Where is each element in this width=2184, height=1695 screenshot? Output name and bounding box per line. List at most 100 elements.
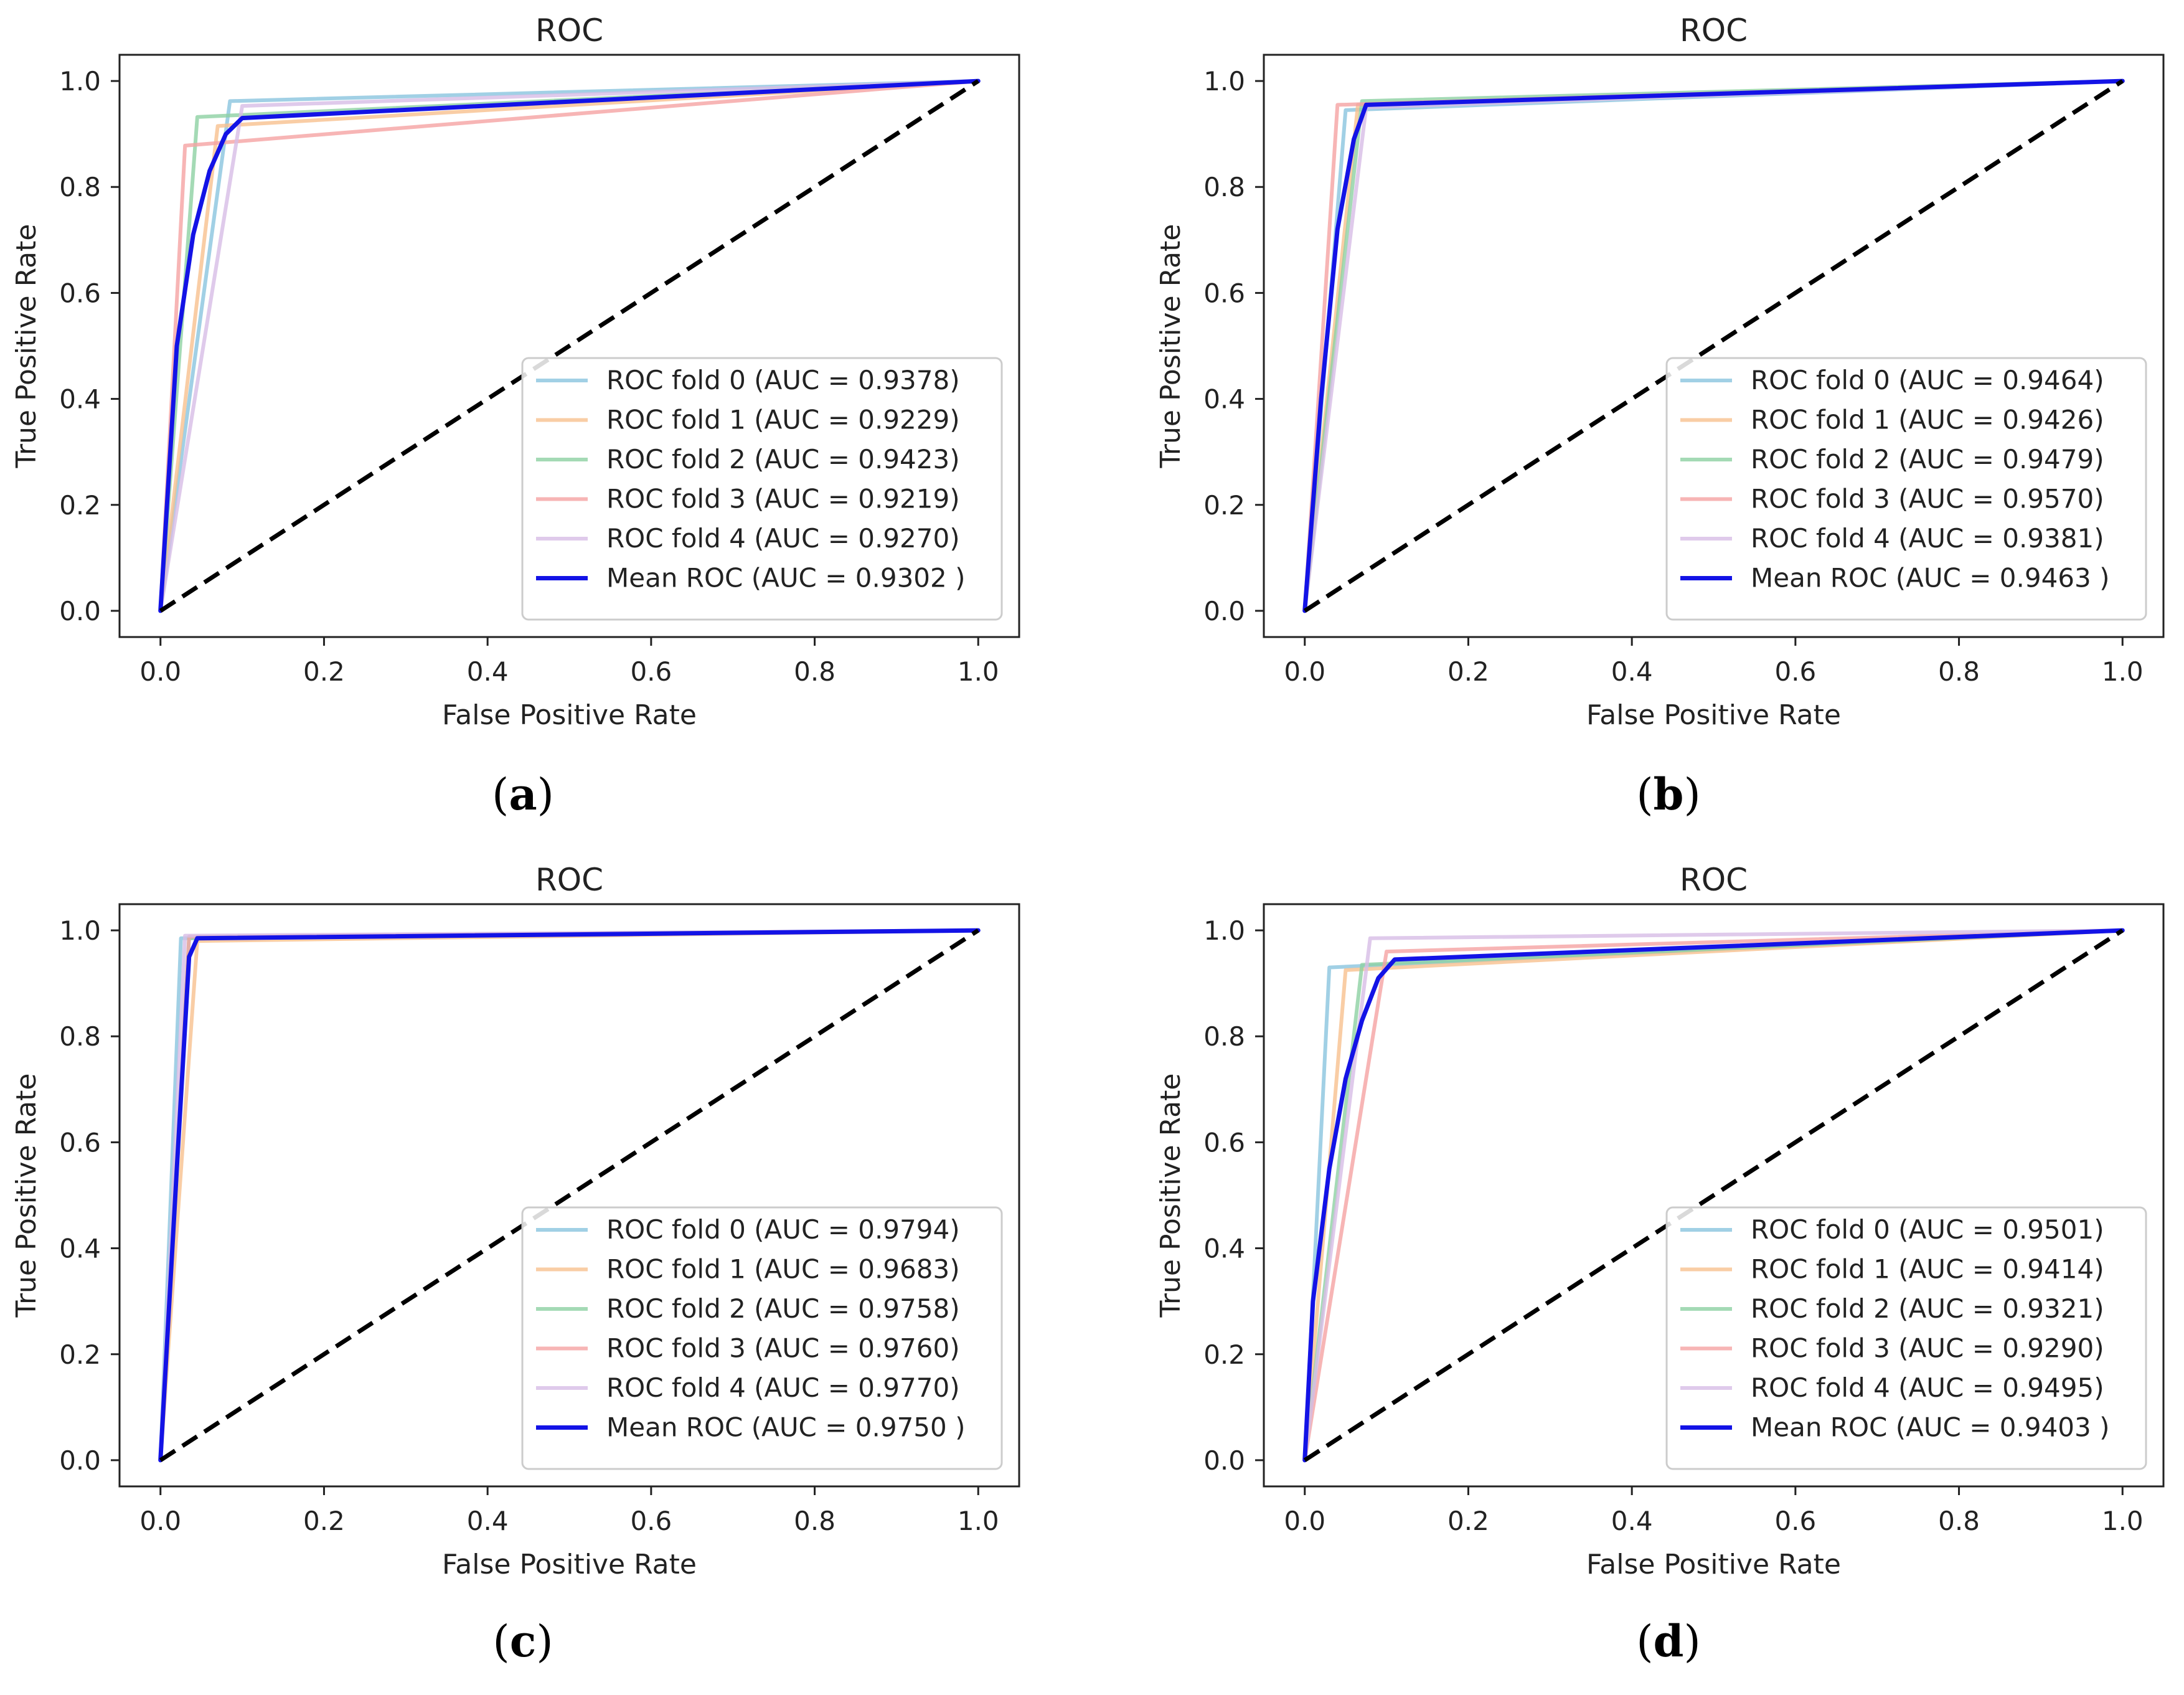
x-tick-label: 0.4 bbox=[467, 1506, 509, 1536]
chart-title: ROC bbox=[535, 12, 603, 49]
legend-entry-label: ROC fold 4 (AUC = 0.9270) bbox=[606, 523, 960, 554]
mean-roc-line bbox=[158, 78, 981, 613]
y-tick-label: 0.4 bbox=[59, 1234, 101, 1264]
roc-panel-b: ROC 0.0 0.2 0.4 0.6 0.8 1.0 0.0 0.2 0.4 0.6 0.8 1.0 F… bbox=[1155, 12, 2165, 820]
roc-fold-line-1 bbox=[158, 79, 981, 613]
y-tick-label: 0.2 bbox=[1203, 490, 1245, 521]
x-axis-label: False Positive Rate bbox=[1586, 699, 1841, 731]
legend-entry-label: ROC fold 1 (AUC = 0.9414) bbox=[1751, 1254, 2104, 1285]
legend-entry-label: Mean ROC (AUC = 0.9302 ) bbox=[606, 563, 965, 593]
legend-entry-label: ROC fold 3 (AUC = 0.9219) bbox=[606, 484, 960, 514]
chance-diagonal-line bbox=[159, 928, 980, 1462]
axes-frame bbox=[1263, 903, 2165, 1488]
x-tick-label: 0.2 bbox=[1447, 656, 1489, 687]
legend-entry-label: Mean ROC (AUC = 0.9750 ) bbox=[606, 1412, 965, 1443]
y-tick-label: 0.0 bbox=[59, 596, 101, 626]
legend: ROC fold 0 (AUC = 0.9378) ROC fold 1 (AUC… bbox=[521, 357, 1003, 621]
y-tick-label: 1.0 bbox=[59, 66, 101, 97]
y-tick-label: 1.0 bbox=[59, 915, 101, 946]
y-tick-label: 0.6 bbox=[59, 278, 101, 308]
chance-diagonal-line bbox=[1303, 79, 2124, 613]
y-tick-label: 0.2 bbox=[59, 1339, 101, 1370]
mean-roc-line bbox=[1302, 78, 2125, 613]
x-tick-label: 1.0 bbox=[2102, 1506, 2144, 1536]
y-tick-label: 0.0 bbox=[59, 1445, 101, 1476]
y-tick-label: 0.0 bbox=[1203, 1445, 1245, 1476]
mean-roc-line bbox=[158, 928, 981, 1463]
legend-entry-label: ROC fold 0 (AUC = 0.9501) bbox=[1751, 1214, 2104, 1245]
y-axis-label: True Positive Rate bbox=[1155, 1074, 1187, 1318]
y-tick-label: 0.8 bbox=[59, 1021, 101, 1052]
y-axis-label: True Positive Rate bbox=[11, 1074, 42, 1318]
roc-panel-d: ROC 0.0 0.2 0.4 0.6 0.8 1.0 0.0 0.2 0.4 0.6 0.8 1.0 F… bbox=[1155, 862, 2165, 1667]
x-tick-label: 0.6 bbox=[1774, 656, 1816, 687]
legend-entry-label: ROC fold 0 (AUC = 0.9464) bbox=[1751, 365, 2104, 395]
legend-entry-label: ROC fold 4 (AUC = 0.9381) bbox=[1751, 523, 2104, 554]
legend: ROC fold 0 (AUC = 0.9464) ROC fold 1 (AUC… bbox=[1665, 357, 2147, 621]
axes-frame bbox=[118, 54, 1020, 638]
legend-entry-label: ROC fold 4 (AUC = 0.9770) bbox=[606, 1372, 960, 1403]
y-tick-label: 0.0 bbox=[1203, 596, 1245, 626]
legend-box bbox=[521, 1206, 1003, 1470]
y-tick-label: 0.4 bbox=[1203, 1234, 1245, 1264]
mean-roc-line bbox=[1302, 928, 2125, 1463]
axes-frame bbox=[118, 903, 1020, 1488]
x-tick-label: 0.0 bbox=[1284, 656, 1325, 687]
x-tick-label: 0.6 bbox=[1774, 1506, 1816, 1536]
legend: ROC fold 0 (AUC = 0.9794) ROC fold 1 (AUC… bbox=[521, 1206, 1003, 1470]
roc-panel-c: ROC 0.0 0.2 0.4 0.6 0.8 1.0 0.0 0.2 0.4 0.6 0.8 1.0 F… bbox=[11, 862, 1020, 1667]
legend-entry-label: Mean ROC (AUC = 0.9403 ) bbox=[1751, 1412, 2109, 1443]
legend-entry-label: ROC fold 2 (AUC = 0.9423) bbox=[606, 444, 960, 475]
roc-panel-a: ROC 0.0 0.2 0.4 0.6 0.8 1.0 0.0 0.2 0.4 0.6 0.8 1.0 F… bbox=[11, 12, 1020, 820]
y-tick-label: 0.6 bbox=[1203, 278, 1245, 308]
x-tick-label: 0.4 bbox=[467, 656, 509, 687]
legend-box bbox=[521, 357, 1003, 621]
panel-caption: (d) bbox=[1636, 1615, 1701, 1667]
y-tick-label: 0.8 bbox=[1203, 172, 1245, 202]
x-tick-label: 0.2 bbox=[1447, 1506, 1489, 1536]
y-tick-label: 0.4 bbox=[59, 384, 101, 415]
chart-title: ROC bbox=[535, 862, 603, 898]
x-tick-label: 0.8 bbox=[1938, 1506, 1980, 1536]
legend-entry-label: ROC fold 3 (AUC = 0.9570) bbox=[1751, 484, 2104, 514]
legend-entry-label: ROC fold 2 (AUC = 0.9758) bbox=[606, 1293, 960, 1324]
roc-fold-line-4 bbox=[1302, 928, 2125, 1462]
panel-caption: (b) bbox=[1636, 768, 1701, 820]
x-tick-label: 1.0 bbox=[958, 656, 999, 687]
x-tick-label: 0.0 bbox=[139, 1506, 181, 1536]
x-axis-label: False Positive Rate bbox=[442, 1549, 697, 1580]
roc-fold-line-3 bbox=[1302, 928, 2125, 1462]
chart-title: ROC bbox=[1680, 12, 1748, 49]
legend-box bbox=[1665, 1206, 2147, 1470]
x-axis-label: False Positive Rate bbox=[1586, 1549, 1841, 1580]
y-tick-label: 0.6 bbox=[59, 1127, 101, 1158]
y-tick-label: 1.0 bbox=[1203, 915, 1245, 946]
x-tick-label: 0.4 bbox=[1611, 656, 1653, 687]
legend-entry-label: ROC fold 1 (AUC = 0.9683) bbox=[606, 1254, 960, 1285]
y-tick-label: 0.2 bbox=[1203, 1339, 1245, 1370]
legend-entry-label: ROC fold 4 (AUC = 0.9495) bbox=[1751, 1372, 2104, 1403]
x-tick-label: 0.2 bbox=[303, 656, 345, 687]
x-tick-label: 0.0 bbox=[139, 656, 181, 687]
legend-box bbox=[1665, 357, 2147, 621]
x-tick-label: 1.0 bbox=[2102, 656, 2144, 687]
legend-entry-label: ROC fold 3 (AUC = 0.9290) bbox=[1751, 1333, 2104, 1364]
x-tick-label: 0.8 bbox=[794, 656, 835, 687]
x-tick-label: 0.8 bbox=[794, 1506, 835, 1536]
axes-frame bbox=[1263, 54, 2165, 638]
y-tick-label: 0.6 bbox=[1203, 1127, 1245, 1158]
roc-fold-line-4 bbox=[158, 79, 981, 613]
x-axis-label: False Positive Rate bbox=[442, 699, 697, 731]
x-tick-label: 0.4 bbox=[1611, 1506, 1653, 1536]
legend-entry-label: ROC fold 2 (AUC = 0.9479) bbox=[1751, 444, 2104, 475]
chance-diagonal-line bbox=[1303, 928, 2124, 1462]
chance-diagonal-line bbox=[159, 79, 980, 613]
panel-caption: (a) bbox=[492, 768, 554, 820]
y-tick-label: 1.0 bbox=[1203, 66, 1245, 97]
x-tick-label: 0.2 bbox=[303, 1506, 345, 1536]
y-tick-label: 0.4 bbox=[1203, 384, 1245, 415]
legend: ROC fold 0 (AUC = 0.9501) ROC fold 1 (AUC… bbox=[1665, 1206, 2147, 1470]
legend-entry-label: ROC fold 0 (AUC = 0.9378) bbox=[606, 365, 960, 395]
y-tick-label: 0.8 bbox=[59, 172, 101, 202]
legend-entry-label: ROC fold 2 (AUC = 0.9321) bbox=[1751, 1293, 2104, 1324]
